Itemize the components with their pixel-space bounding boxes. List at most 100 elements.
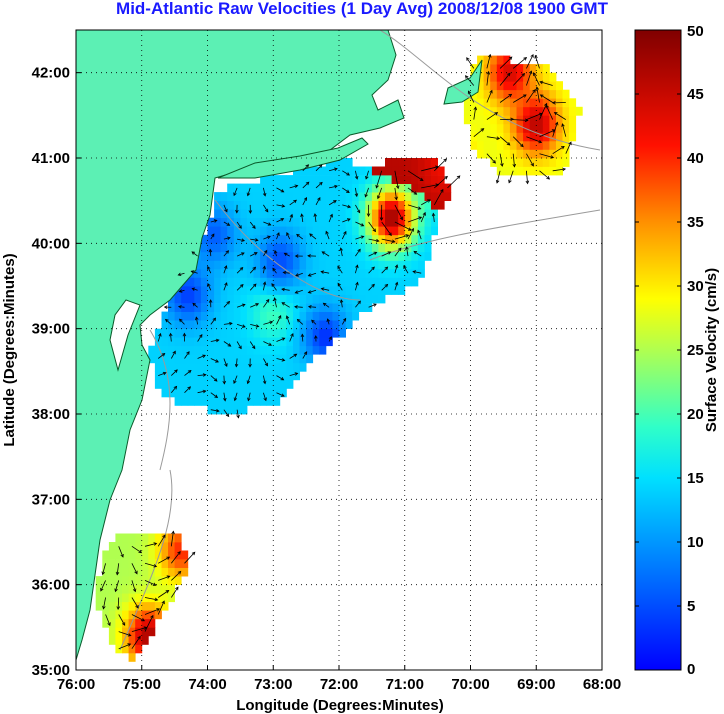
velocity-cell [260,328,268,338]
velocity-cell [135,584,143,594]
velocity-cell [365,243,373,253]
velocity-cell [200,251,208,261]
velocity-cell [141,533,149,543]
velocity-arrowhead [156,608,161,612]
velocity-cell [227,217,235,227]
velocity-cell [214,362,222,372]
velocity-cell [233,192,241,201]
velocity-arrow [289,214,293,223]
velocity-cell [246,311,254,321]
velocity-cell [141,635,149,645]
velocity-cell [562,149,570,159]
velocity-cell [128,567,136,577]
velocity-arrowhead [373,251,378,255]
velocity-arrow [407,170,424,181]
velocity-cell [240,320,248,329]
velocity-arrow [276,337,285,342]
velocity-arrow [178,306,185,308]
velocity-cell [108,618,116,628]
velocity-cell [293,260,300,270]
velocity-cell [273,209,281,219]
velocity-arrow [301,334,304,342]
velocity-cell [148,550,156,560]
colorbar-tick-label: 20 [687,406,704,423]
velocity-arrow [171,369,178,376]
velocity-arrowhead [252,345,256,350]
velocity-cell [556,106,563,116]
velocity-cell [385,234,392,244]
velocity-arrowhead [307,305,312,309]
velocity-cell [371,209,379,219]
velocity-cell [542,106,550,116]
velocity-arrowhead [410,227,414,232]
velocity-arrowhead [163,305,168,309]
velocity-cell [562,123,570,133]
velocity-cell [483,98,491,108]
velocity-cell [325,175,333,184]
velocity-arrow [499,56,513,69]
velocity-arrowhead [347,204,352,209]
velocity-cell [325,294,333,304]
velocity-arrow [170,531,174,547]
velocity-cell [319,337,327,347]
velocity-arrowhead [282,270,287,275]
velocity-cell [148,601,156,611]
velocity-cell [148,345,156,355]
velocity-cell [220,362,228,372]
velocity-arrowhead [239,284,244,288]
velocity-arrow [249,283,257,291]
velocity-cell [253,388,261,398]
velocity-cell [306,243,314,253]
velocity-cell [240,396,248,406]
velocity-cell [365,226,373,236]
velocity-cell [332,286,340,295]
velocity-arrowhead [384,283,389,288]
velocity-cell [279,243,287,253]
velocity-arrow [473,128,484,138]
velocity-cell [352,175,360,184]
velocity-cell [385,286,392,295]
velocity-cell [102,618,110,628]
velocity-arrowhead [365,175,369,180]
velocity-cell [154,601,162,611]
velocity-cell [135,559,143,568]
velocity-cell [260,379,268,389]
velocity-cell [207,260,215,270]
velocity-cell [174,328,182,338]
velocity-arrowhead [171,530,175,535]
velocity-cell [253,209,261,219]
velocity-arrowhead [271,283,275,287]
velocity-arrow [512,73,525,86]
velocity-cell [339,234,346,244]
y-tick-label: 35:00 [32,662,70,679]
velocity-cell [339,192,346,201]
velocity-cell [411,209,419,219]
velocity-cell [154,542,162,551]
colorbar-tick-label: 40 [687,150,704,167]
velocity-cell [168,593,175,603]
velocity-arrow [233,187,238,196]
velocity-cell [240,294,248,304]
x-tick-label: 72:00 [320,676,358,693]
velocity-cell [299,362,307,372]
velocity-cell [549,123,557,133]
velocity-cell [253,251,261,261]
velocity-cell [503,98,511,108]
velocity-arrow [355,204,361,213]
velocity-cell [463,106,471,116]
velocity-arrowhead [246,192,251,197]
velocity-cell [378,243,386,253]
velocity-arrow [508,170,514,183]
velocity-cell [240,345,248,355]
velocity-cell [391,175,399,184]
velocity-cell [187,396,195,406]
velocity-cell [273,303,281,312]
velocity-cell [490,106,498,116]
velocity-cell [345,268,353,278]
velocity-cell [358,260,366,270]
velocity-cell [187,362,195,372]
velocity-arrowhead [456,175,461,179]
velocity-arrowhead [152,582,157,586]
velocity-cell [417,217,425,227]
velocity-cell [431,200,438,210]
